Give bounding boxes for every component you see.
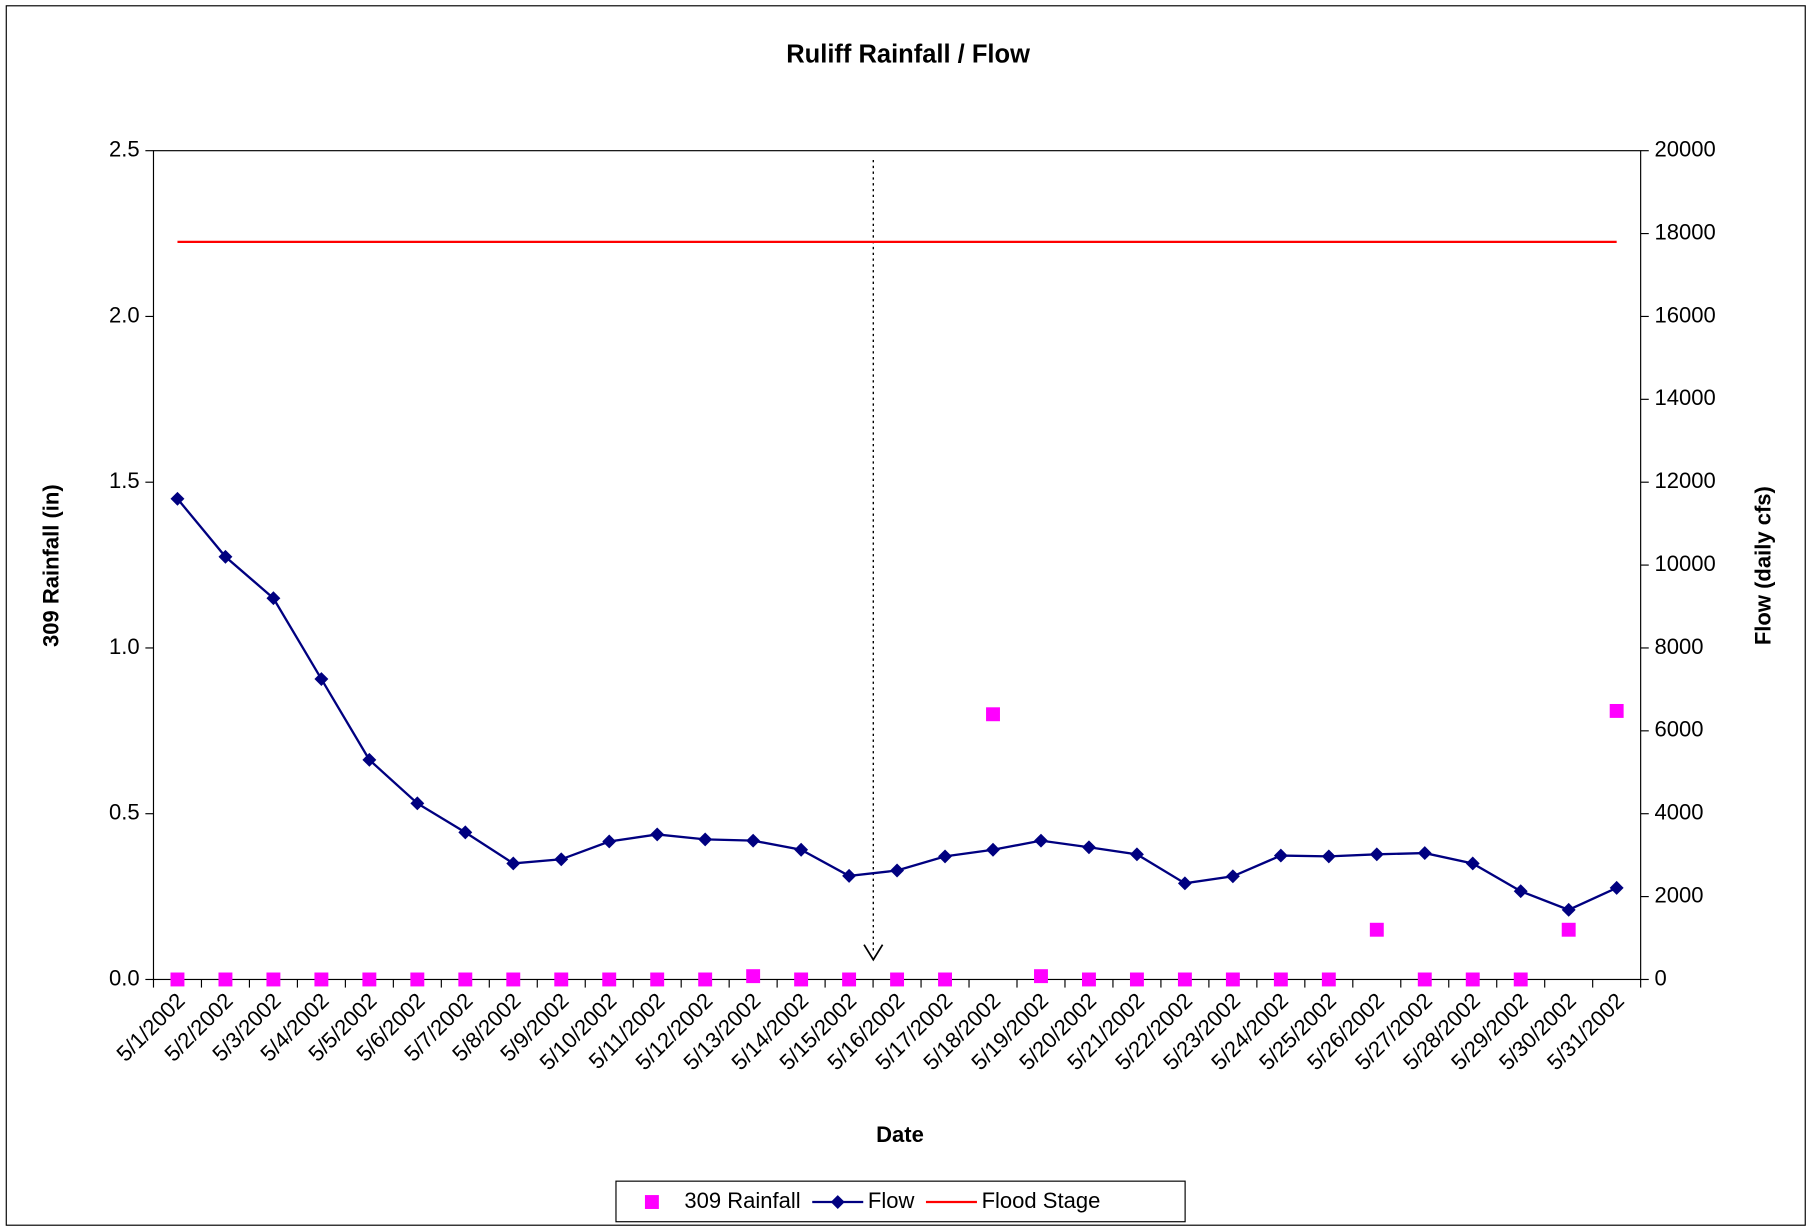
rainfall-marker	[1034, 969, 1048, 984]
legend-label: Flood Stage	[982, 1188, 1101, 1213]
y2-tick-label: 0	[1655, 965, 1667, 990]
y2-tick-label: 6000	[1655, 717, 1704, 742]
rainfall-marker	[890, 972, 905, 987]
chart-border	[5, 5, 1806, 1226]
rainfall-marker	[938, 972, 952, 987]
flow-marker	[1082, 840, 1096, 855]
rainfall-marker	[1369, 922, 1384, 937]
rainfall-marker	[314, 972, 329, 987]
rainfall-marker	[1177, 972, 1192, 987]
flow-marker	[266, 591, 281, 606]
y-tick-label: 0.0	[109, 965, 140, 990]
y-tick-label: 2.0	[109, 302, 140, 327]
legend-swatch	[644, 1195, 659, 1209]
y2-tick-label: 14000	[1655, 385, 1716, 410]
y2-tick-label: 18000	[1655, 219, 1716, 244]
y-tick-label: 0.5	[109, 800, 140, 825]
rainfall-marker	[842, 972, 857, 987]
rainfall-marker	[458, 972, 473, 987]
rainfall-marker	[794, 972, 809, 987]
rainfall-marker	[410, 972, 425, 987]
rainfall-marker	[1465, 972, 1480, 987]
y-tick-label: 1.5	[109, 468, 140, 493]
flow-marker	[1417, 846, 1432, 861]
y2-tick-label: 20000	[1655, 136, 1716, 161]
y2-tick-label: 12000	[1655, 468, 1716, 493]
rainfall-marker	[266, 972, 281, 987]
flow-marker	[1369, 847, 1384, 862]
rainfall-marker	[1513, 972, 1528, 987]
flow-marker	[1321, 849, 1336, 864]
flow-marker	[842, 868, 857, 883]
flow-marker	[1609, 880, 1624, 895]
y2-tick-label: 2000	[1655, 882, 1704, 907]
flow-marker	[1129, 847, 1144, 862]
x-axis-label: Date	[876, 1122, 924, 1147]
y-tick-label: 1.0	[109, 634, 140, 659]
rainfall-marker	[1225, 972, 1240, 987]
rainfall-marker	[1273, 972, 1288, 987]
flow-marker	[890, 863, 905, 878]
flow-marker	[1225, 869, 1240, 884]
rainfall-marker	[1082, 972, 1096, 987]
flow-marker	[650, 827, 665, 842]
flow-marker	[458, 825, 473, 840]
flow-marker	[506, 856, 521, 871]
flow-marker	[218, 549, 233, 564]
y2-tick-label: 16000	[1655, 302, 1716, 327]
legend-label: 309 Rainfall	[684, 1188, 800, 1213]
rainfall-marker	[650, 972, 665, 987]
marker-arrow	[863, 944, 884, 962]
flow-marker	[746, 833, 761, 848]
y2-tick-label: 4000	[1655, 800, 1704, 825]
rainfall-marker	[1417, 972, 1432, 987]
rainfall-marker	[362, 972, 377, 987]
flow-marker	[1513, 884, 1528, 899]
rainfall-marker	[170, 972, 185, 987]
rainfall-marker	[554, 972, 569, 987]
flow-marker	[794, 842, 809, 857]
rainfall-marker	[218, 972, 233, 987]
legend-box	[615, 1180, 1186, 1223]
legend-swatch	[830, 1195, 845, 1209]
rainfall-marker	[602, 972, 617, 987]
flow-marker	[362, 752, 377, 767]
legend-label: Flow	[868, 1188, 915, 1213]
rainfall-marker	[698, 972, 713, 987]
flow-marker	[1561, 902, 1576, 917]
rainfall-marker	[746, 969, 761, 984]
rainfall-marker	[986, 707, 1000, 722]
y2-axis-label: Flow (daily cfs)	[1750, 486, 1775, 645]
flow-marker	[1465, 856, 1480, 871]
y-tick-label: 2.5	[109, 136, 140, 161]
flow-marker	[1177, 876, 1192, 891]
flow-marker	[986, 842, 1000, 857]
flow-marker	[1034, 833, 1048, 848]
y-axis-label: 309 Rainfall (in)	[38, 484, 63, 647]
flow-marker	[602, 834, 617, 849]
flow-marker	[1273, 848, 1288, 863]
flow-marker	[554, 852, 569, 867]
rainfall-marker	[1129, 972, 1144, 987]
chart-title: Ruliff Rainfall / Flow	[786, 40, 1030, 68]
flow-marker	[698, 832, 713, 847]
y2-tick-label: 10000	[1655, 551, 1716, 576]
rainfall-marker	[506, 972, 521, 987]
rainfall-marker	[1561, 922, 1576, 937]
flow-marker	[938, 849, 952, 864]
rainfall-marker	[1321, 972, 1336, 987]
y2-tick-label: 8000	[1655, 634, 1704, 659]
rainfall-marker	[1609, 703, 1624, 718]
